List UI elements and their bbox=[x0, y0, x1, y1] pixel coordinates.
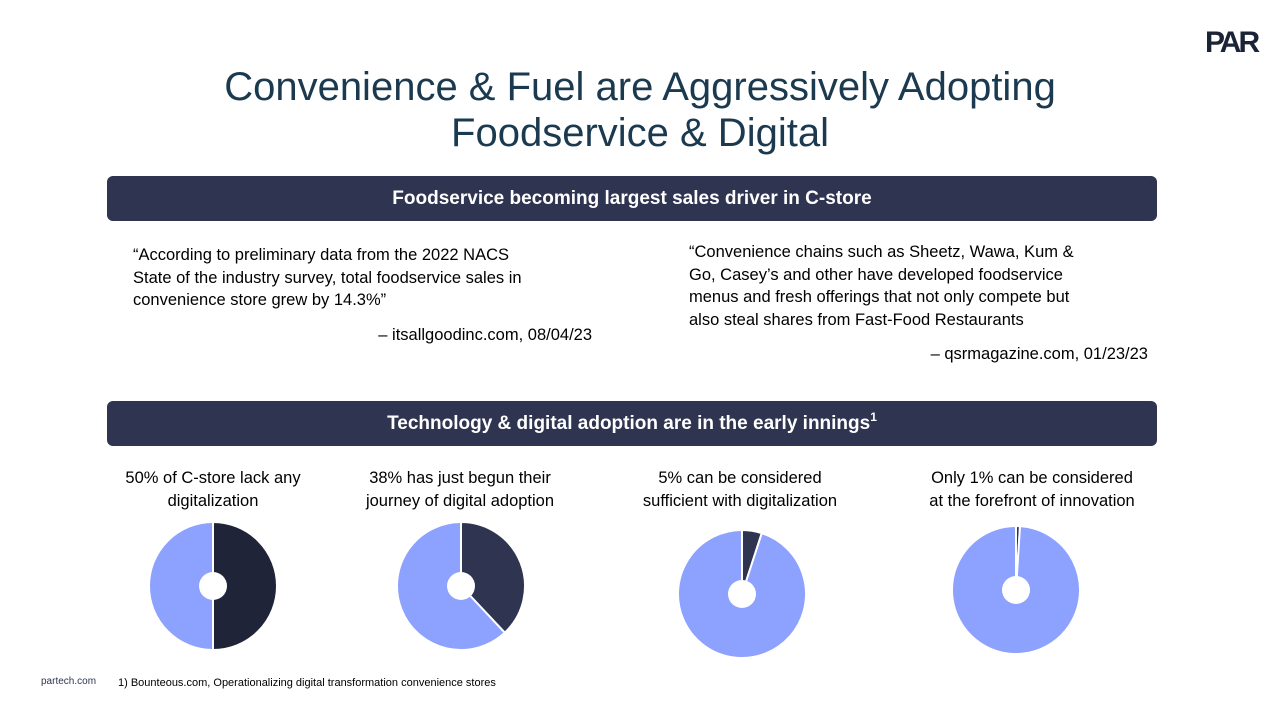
footer-website: partech.com bbox=[41, 676, 97, 687]
quote-source-qsr: – qsrmagazine.com, 01/23/23 bbox=[930, 345, 1148, 363]
quote-source-nacs: – itsallgoodinc.com, 08/04/23 bbox=[378, 326, 592, 344]
stat-caption-line: 38% has just begun their bbox=[369, 469, 551, 487]
section-banner-technology: Technology & digital adoption are in the… bbox=[107, 401, 1157, 446]
pie-slice-1-2 bbox=[148, 520, 214, 652]
pie-slice-1-1 bbox=[212, 520, 278, 652]
pie-chart-4 bbox=[951, 524, 1081, 655]
stat-caption-line: sufficient with digitalization bbox=[642, 492, 838, 510]
pie-center-1 bbox=[199, 572, 227, 600]
pie-slice-3-2 bbox=[677, 528, 807, 659]
page-title: Convenience & Fuel are Aggressively Adop… bbox=[0, 64, 1280, 156]
pie-slice-2-1 bbox=[460, 520, 526, 635]
section-banner-foodservice-text: Foodservice becoming largest sales drive… bbox=[392, 188, 872, 209]
quote-nacs: “According to preliminary data from the … bbox=[133, 244, 522, 312]
stat-caption-line: Only 1% can be considered bbox=[931, 469, 1133, 487]
page-title-line-2: Foodservice & Digital bbox=[451, 111, 829, 155]
stat-caption-line: at the forefront of innovation bbox=[929, 492, 1135, 510]
pie-chart-3 bbox=[677, 528, 807, 659]
quote-line: “Convenience chains such as Sheetz, Wawa… bbox=[689, 243, 1074, 261]
quote-line: menus and fresh offerings that not only … bbox=[689, 288, 1070, 306]
stat-caption-4: Only 1% can be considered at the forefro… bbox=[902, 467, 1162, 513]
pie-center-3 bbox=[728, 580, 756, 608]
quote-qsr: “Convenience chains such as Sheetz, Wawa… bbox=[689, 241, 1074, 331]
quote-line: State of the industry survey, total food… bbox=[133, 268, 522, 287]
quote-line: “According to preliminary data from the … bbox=[133, 246, 510, 264]
section-banner-foodservice: Foodservice becoming largest sales drive… bbox=[107, 176, 1157, 221]
footnote-marker: 1 bbox=[870, 410, 877, 424]
stat-caption-line: 5% can be considered bbox=[658, 469, 822, 487]
stat-caption-3: 5% can be considered sufficient with dig… bbox=[610, 467, 870, 513]
stat-caption-2: 38% has just begun their journey of digi… bbox=[330, 467, 590, 513]
footnote: 1) Bounteous.com, Operationalizing digit… bbox=[118, 677, 496, 689]
stat-caption-1: 50% of C-store lack any digitalization bbox=[83, 467, 343, 513]
pie-chart-2 bbox=[396, 520, 526, 651]
quote-line: also steal shares from Fast-Food Restaur… bbox=[689, 310, 1024, 329]
company-logo: PAR bbox=[1205, 26, 1260, 59]
stat-caption-line: digitalization bbox=[167, 492, 259, 510]
stat-caption-line: 50% of C-store lack any bbox=[125, 469, 301, 487]
page-title-line-1: Convenience & Fuel are Aggressively Adop… bbox=[224, 65, 1056, 109]
pie-chart-1 bbox=[148, 520, 278, 652]
stat-caption-line: journey of digital adoption bbox=[365, 492, 555, 510]
section-banner-technology-text: Technology & digital adoption are in the… bbox=[387, 413, 871, 434]
pie-center-2 bbox=[447, 572, 475, 600]
pie-center-4 bbox=[1002, 576, 1030, 604]
quote-line: convenience store grew by 14.3%” bbox=[133, 291, 387, 309]
quote-line: Go, Casey’s and other have developed foo… bbox=[689, 265, 1063, 284]
